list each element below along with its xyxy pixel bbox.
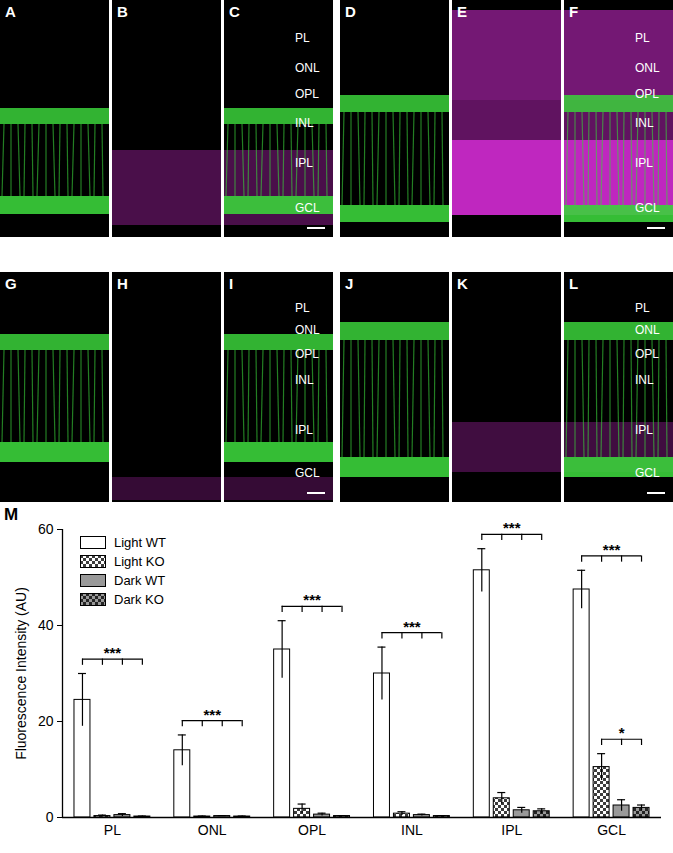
svg-text:I: I: [229, 275, 233, 292]
svg-text:IPL: IPL: [295, 156, 313, 170]
svg-text:PL: PL: [104, 822, 121, 838]
svg-text:GCL: GCL: [635, 466, 660, 480]
svg-text:PL: PL: [295, 301, 310, 315]
svg-text:OPL: OPL: [295, 87, 319, 101]
svg-text:40: 40: [38, 617, 54, 633]
svg-text:ONL: ONL: [295, 61, 320, 75]
svg-text:F: F: [569, 3, 578, 20]
svg-text:IPL: IPL: [635, 423, 653, 437]
html-text:Dark KO: Dark KO: [114, 592, 164, 607]
svg-text:GCL: GCL: [597, 822, 626, 838]
svg-text:***: ***: [203, 706, 221, 723]
svg-text:***: ***: [303, 591, 321, 608]
html-text:M: M: [4, 505, 19, 524]
svg-text:60: 60: [38, 521, 54, 537]
svg-text:INL: INL: [295, 373, 314, 387]
svg-text:OPL: OPL: [298, 822, 326, 838]
svg-text:OPL: OPL: [295, 347, 319, 361]
svg-text:***: ***: [503, 519, 521, 536]
svg-text:L: L: [569, 275, 578, 292]
svg-text:K: K: [457, 275, 468, 292]
html-text:Light KO: Light KO: [114, 554, 165, 569]
svg-text:H: H: [117, 275, 128, 292]
svg-text:PL: PL: [635, 31, 650, 45]
svg-text:ONL: ONL: [198, 822, 227, 838]
svg-text:ONL: ONL: [295, 323, 320, 337]
svg-text:*: *: [619, 724, 625, 741]
svg-text:INL: INL: [295, 116, 314, 130]
svg-text:GCL: GCL: [635, 201, 660, 215]
svg-text:PL: PL: [295, 31, 310, 45]
svg-text:GCL: GCL: [295, 201, 320, 215]
svg-text:D: D: [345, 3, 356, 20]
svg-text:IPL: IPL: [295, 423, 313, 437]
svg-text:ONL: ONL: [635, 61, 660, 75]
svg-text:C: C: [229, 3, 240, 20]
svg-text:A: A: [5, 3, 16, 20]
svg-text:OPL: OPL: [635, 87, 659, 101]
svg-text:0: 0: [46, 809, 54, 825]
svg-text:PL: PL: [635, 301, 650, 315]
svg-text:E: E: [457, 3, 467, 20]
svg-text:GCL: GCL: [295, 466, 320, 480]
svg-text:Fluorescence Intensity (AU): Fluorescence Intensity (AU): [13, 587, 29, 760]
svg-text:J: J: [345, 275, 353, 292]
svg-text:INL: INL: [401, 822, 423, 838]
html-text:Dark WT: Dark WT: [114, 573, 166, 588]
svg-text:ONL: ONL: [635, 323, 660, 337]
svg-text:OPL: OPL: [635, 347, 659, 361]
svg-text:***: ***: [403, 618, 421, 635]
svg-text:IPL: IPL: [635, 156, 653, 170]
svg-text:G: G: [5, 275, 17, 292]
svg-text:INL: INL: [635, 116, 654, 130]
svg-text:***: ***: [104, 644, 122, 661]
svg-text:INL: INL: [635, 373, 654, 387]
svg-text:***: ***: [603, 541, 621, 558]
svg-text:20: 20: [38, 713, 54, 729]
svg-text:IPL: IPL: [501, 822, 522, 838]
svg-text:B: B: [117, 3, 128, 20]
html-text:Light WT: Light WT: [114, 535, 166, 550]
